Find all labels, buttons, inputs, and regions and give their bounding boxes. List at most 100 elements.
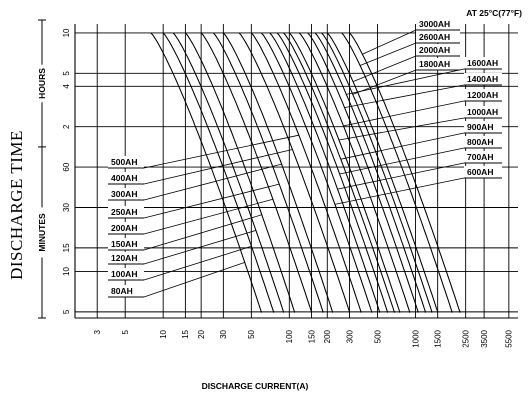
curve-3000ah xyxy=(349,32,461,313)
leader-150ah xyxy=(143,214,262,251)
label-box-bg xyxy=(108,268,144,280)
curve-end-2000ah xyxy=(436,311,439,313)
axes: 10 5 4 2 60 30 15 10 5 3 5 10 15 20 30 50 100 150 200 300 50… xyxy=(36,19,518,348)
leader-700ah xyxy=(337,162,465,190)
leader-1400ah xyxy=(344,84,465,108)
curve-end-2600ah xyxy=(451,311,453,313)
leader-300ah xyxy=(143,163,282,201)
leader-80ah xyxy=(143,262,245,298)
curve-1600ah xyxy=(314,32,426,313)
series-label-150ah: 150AH xyxy=(111,239,137,249)
label-box-bg xyxy=(108,238,144,250)
y-tick-label: 60 xyxy=(62,162,71,171)
section-label-bg xyxy=(36,207,48,258)
label-box-bg xyxy=(108,252,144,264)
label-box-bg xyxy=(464,106,502,118)
label-box-bg xyxy=(464,136,502,148)
x-tick-label: 30 xyxy=(219,329,228,338)
curve-end-800ah xyxy=(386,311,389,313)
leader-120ah xyxy=(143,230,257,265)
series-label-900ah: 900AH xyxy=(467,122,493,132)
y-axis-title: DISCHARGE TIME xyxy=(7,130,26,280)
y-tick-label: 15 xyxy=(62,243,71,252)
curve-400ah xyxy=(238,32,350,313)
series-label-800ah: 800AH xyxy=(467,137,493,147)
curve-1400ah xyxy=(307,32,419,313)
label-box-bg xyxy=(108,156,144,168)
x-tick-label: 20 xyxy=(197,329,206,338)
curve-600ah xyxy=(260,32,373,313)
curve-end-250ah xyxy=(322,311,324,313)
discharge-curves xyxy=(150,32,461,313)
leader-2600ah xyxy=(359,42,417,66)
leader-250ah xyxy=(143,183,280,219)
series-label-250ah: 250AH xyxy=(111,207,137,217)
y-tick-label: 5 xyxy=(62,71,71,76)
condition-label: AT 25°C(77°F) xyxy=(466,8,522,18)
y-tick-label: 5 xyxy=(62,309,71,314)
leader-500ah xyxy=(143,134,299,169)
series-label-1200ah: 1200AH xyxy=(467,90,498,100)
curve-end-1000ah xyxy=(398,311,401,313)
x-tick-label: 100 xyxy=(285,329,294,343)
curve-end-1400ah xyxy=(417,311,419,313)
series-label-2600ah: 2600AH xyxy=(419,32,450,42)
curve-100ah xyxy=(162,32,275,313)
label-box-bg xyxy=(464,166,502,178)
x-tick-label: 1500 xyxy=(433,329,442,347)
x-tick-label: 2500 xyxy=(461,329,470,347)
leader-800ah xyxy=(339,147,465,175)
curve-end-80ah xyxy=(260,311,263,313)
label-leaders xyxy=(143,29,465,298)
leader-100ah xyxy=(143,245,252,281)
leader-3000ah xyxy=(362,29,417,55)
x-tick-label: 1000 xyxy=(411,329,420,347)
y-tick-label: 10 xyxy=(62,266,71,275)
x-tick-label: 5500 xyxy=(505,329,514,347)
leader-400ah xyxy=(143,149,293,185)
curve-end-200ah xyxy=(310,311,313,313)
curve-end-1200ah xyxy=(408,311,411,313)
leader-1600ah xyxy=(346,68,465,95)
leader-2000ah xyxy=(352,55,417,82)
label-box-bg xyxy=(108,222,144,234)
label-box-bg xyxy=(416,31,460,43)
curve-150ah xyxy=(185,32,295,313)
curve-end-500ah xyxy=(360,311,362,313)
x-tick-label: 10 xyxy=(159,329,168,338)
curve-end-600ah xyxy=(370,311,373,313)
curve-80ah xyxy=(150,32,262,313)
curve-1000ah xyxy=(288,32,401,313)
leader-200ah xyxy=(143,198,274,235)
series-label-1600ah: 1600AH xyxy=(467,58,498,68)
series-label-1400ah: 1400AH xyxy=(467,74,498,84)
series-label-80ah: 80AH xyxy=(111,286,133,296)
curve-700ah xyxy=(269,32,381,313)
section-label-bg xyxy=(36,64,48,103)
hours-label: HOURS xyxy=(37,68,47,99)
curve-1800ah xyxy=(321,32,433,313)
curve-300ah xyxy=(223,32,333,313)
curve-end-300ah xyxy=(331,311,334,313)
x-tick-label: 200 xyxy=(323,329,332,343)
leader-1200ah xyxy=(343,100,465,127)
curve-end-100ah xyxy=(272,311,275,313)
series-label-400ah: 400AH xyxy=(111,173,137,183)
curve-250ah xyxy=(213,32,324,313)
label-box-bg xyxy=(464,73,502,85)
curve-end-400ah xyxy=(348,311,351,313)
curve-end-900ah xyxy=(393,311,396,313)
label-box-bg xyxy=(464,89,502,101)
curve-900ah xyxy=(283,32,395,313)
leader-900ah xyxy=(340,132,465,160)
label-box-bg xyxy=(108,206,144,218)
y-tick-label: 30 xyxy=(62,202,71,211)
minutes-label: MINUTES xyxy=(37,213,47,252)
label-box-bg xyxy=(416,18,460,30)
label-box-bg xyxy=(108,172,144,184)
curve-end-150ah xyxy=(293,311,296,313)
x-tick-label: 3500 xyxy=(480,329,489,347)
curve-2000ah xyxy=(326,32,439,313)
